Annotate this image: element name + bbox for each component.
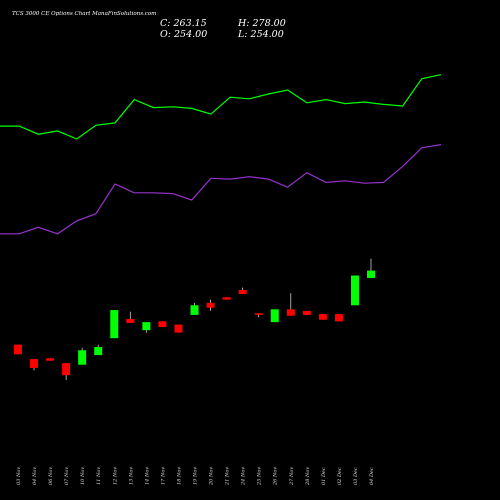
candle-body	[318, 314, 327, 320]
candle-body	[238, 290, 247, 295]
candle-body	[46, 358, 55, 361]
candle-body	[126, 318, 135, 323]
line-series	[0, 74, 442, 140]
x-tick-label: 04 Dec	[369, 467, 375, 485]
x-tick-label: 11 Nov	[96, 467, 102, 485]
candle-body	[94, 347, 103, 356]
x-tick-label: 04 Nov	[32, 467, 38, 485]
x-tick-label: 03 Dec	[353, 467, 359, 485]
high-label: H: 278.00	[237, 18, 286, 29]
open-label: O: 254.00	[160, 29, 207, 40]
candle-body	[334, 314, 343, 322]
x-tick-label: 13 Nov	[128, 467, 134, 485]
candle-body	[206, 302, 215, 308]
x-tick-label: 20 Nov	[209, 467, 215, 486]
x-tick-label: 19 Nov	[193, 467, 199, 485]
candle-body	[190, 305, 199, 315]
x-tick-label: 17 Nov	[160, 467, 166, 485]
candle-body	[174, 324, 183, 333]
x-tick-label: 24 Nov	[241, 467, 247, 486]
candle-body	[30, 359, 39, 368]
candle-body	[302, 310, 311, 315]
candle-body	[222, 297, 231, 300]
candle-body	[254, 313, 263, 315]
chart-title: TCS 3000 CE Options Chart ManaFinSolutio…	[12, 11, 156, 17]
candle-body	[142, 322, 151, 331]
candle-body	[62, 363, 71, 376]
x-tick-label: 28 Nov	[305, 467, 311, 486]
candle-body	[78, 350, 87, 365]
low-label: L: 254.00	[237, 29, 284, 40]
candle-body	[14, 344, 22, 355]
candle-body	[286, 309, 295, 316]
candle-body	[350, 275, 359, 306]
x-tick-label: 27 Nov	[289, 467, 295, 486]
x-tick-label: 10 Nov	[80, 467, 86, 485]
x-tick-label: 26 Nov	[273, 467, 279, 486]
candle-body	[270, 309, 279, 323]
candle-body	[158, 321, 167, 327]
x-tick-label: 21 Nov	[225, 467, 231, 486]
close-label: C: 263.15	[160, 18, 207, 29]
candle-body	[110, 310, 119, 339]
x-tick-label: 07 Nov	[64, 467, 70, 485]
x-tick-label: 12 Nov	[112, 467, 118, 485]
x-tick-label: 14 Nov	[144, 467, 150, 485]
x-tick-label: 18 Nov	[176, 467, 182, 485]
x-tick-label: 25 Nov	[257, 467, 263, 486]
x-tick-label: 01 Dec	[321, 467, 327, 485]
line-series	[0, 144, 442, 235]
x-tick-label: 06 Nov	[48, 467, 54, 485]
candle-body	[367, 270, 375, 278]
x-tick-label: 03 Nov	[16, 467, 22, 485]
x-tick-label: 02 Dec	[337, 467, 343, 485]
